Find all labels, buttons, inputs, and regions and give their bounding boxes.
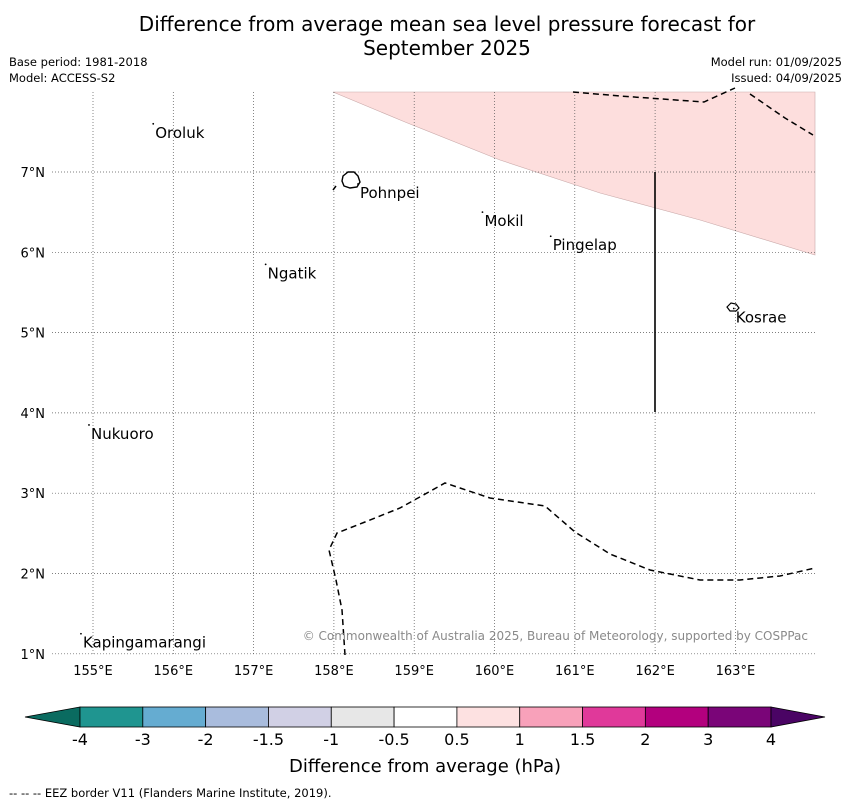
lat-tick-label: 6°N xyxy=(21,246,46,261)
colorbar-tick-label: 4 xyxy=(766,730,776,749)
place-labels: Oroluk Pohnpei Mokil Pingelap Ngatik Kosrae Nu… xyxy=(80,122,787,652)
place-label: Oroluk xyxy=(155,124,204,142)
lat-tick-label: 4°N xyxy=(21,407,46,422)
place-marker xyxy=(732,307,735,310)
place-label: Kosrae xyxy=(736,309,787,327)
colorbar xyxy=(24,706,826,728)
colorbar-title: Difference from average (hPa) xyxy=(289,756,561,777)
lon-tick-label: 159°E xyxy=(394,664,434,679)
title-line-1: Difference from average mean sea level p… xyxy=(138,12,756,36)
eez-borders xyxy=(328,87,816,656)
lon-tick-label: 155°E xyxy=(73,664,113,679)
colorbar-high-extend xyxy=(770,706,826,728)
colorbar-segment xyxy=(707,706,772,728)
eez-border-south xyxy=(328,482,816,656)
model-name: Model: ACCESS-S2 xyxy=(9,71,116,85)
longitude-ticks: 155°E 156°E 157°E 158°E 159°E 160°E 161°E 162°E… xyxy=(73,664,755,679)
metadata-right: Model run: 01/09/2025 Issued: 04/09/2025 xyxy=(711,54,842,86)
positive-anomaly-region xyxy=(332,91,816,256)
issued-date: Issued: 04/09/2025 xyxy=(731,71,842,85)
place-marker xyxy=(88,424,90,426)
colorbar-tick-label: -1 xyxy=(323,730,339,749)
place-label: Nukuoro xyxy=(91,425,154,443)
colorbar-tick-label: 1.5 xyxy=(570,730,595,749)
kosrae-island xyxy=(726,302,740,312)
model-run: Model run: 01/09/2025 xyxy=(710,55,842,69)
colorbar-segment xyxy=(142,706,207,728)
lon-tick-label: 163°E xyxy=(716,664,756,679)
pohnpei-island xyxy=(341,171,361,189)
colorbar-tick-label: 2 xyxy=(640,730,650,749)
colorbar-segment xyxy=(582,706,646,728)
colorbar-tick-label: -3 xyxy=(135,730,151,749)
chart-title: Difference from average mean sea level p… xyxy=(0,12,850,60)
metadata-left: Base period: 1981-2018 Model: ACCESS-S2 xyxy=(9,54,148,86)
eez-border-pohnpei xyxy=(332,185,337,191)
eez-border-north xyxy=(572,87,814,136)
lon-tick-label: 158°E xyxy=(314,664,354,679)
lon-tick-label: 157°E xyxy=(234,664,274,679)
colorbar-segment xyxy=(456,706,521,728)
base-period: Base period: 1981-2018 xyxy=(9,55,148,69)
colorbar-tick-label: 3 xyxy=(703,730,713,749)
place-marker xyxy=(152,122,155,125)
lon-tick-label: 156°E xyxy=(154,664,194,679)
colorbar-tick-label: -4 xyxy=(72,730,88,749)
lon-tick-label: 161°E xyxy=(555,664,595,679)
lon-tick-label: 162°E xyxy=(635,664,675,679)
place-marker xyxy=(264,263,267,266)
colorbar-tick-label: -0.5 xyxy=(378,730,409,749)
place-label: Ngatik xyxy=(268,264,317,282)
colorbar-segment xyxy=(268,706,332,728)
lat-tick-label: 1°N xyxy=(21,648,46,663)
colorbar-segment xyxy=(393,706,458,728)
colorbar-tick-label: -1.5 xyxy=(253,730,284,749)
colorbar-segment xyxy=(205,706,269,728)
place-marker xyxy=(80,632,82,635)
place-label: Pohnpei xyxy=(360,184,420,202)
place-label: Kapingamarangi xyxy=(83,634,206,652)
lon-tick-label: 160°E xyxy=(475,664,515,679)
colorbar-segment xyxy=(79,706,144,728)
colorbar-tick-label: 0.5 xyxy=(444,730,469,749)
lat-tick-label: 3°N xyxy=(21,487,46,502)
footer-note: -- -- -- EEZ border V11 (Flanders Marine… xyxy=(9,786,332,800)
lat-tick-label: 5°N xyxy=(21,327,46,342)
place-label: Pingelap xyxy=(553,236,617,254)
colorbar-segment xyxy=(644,706,709,728)
place-marker xyxy=(481,211,484,214)
colorbar-tick-label: -2 xyxy=(198,730,214,749)
lat-tick-label: 2°N xyxy=(21,568,46,583)
lat-tick-label: 7°N xyxy=(21,166,46,181)
colorbar-segment xyxy=(330,706,395,728)
place-marker xyxy=(357,183,359,185)
colorbar-tick-label: 1 xyxy=(515,730,525,749)
colorbar-labels: -4 -3 -2 -1.5 -1 -0.5 0.5 1 1.5 2 3 4 xyxy=(72,730,776,749)
place-label: Mokil xyxy=(484,212,523,230)
copyright-text: © Commonwealth of Australia 2025, Bureau… xyxy=(303,629,808,643)
colorbar-segment xyxy=(519,706,583,728)
place-marker xyxy=(549,235,552,238)
colorbar-low-extend xyxy=(24,706,81,728)
title-line-2: September 2025 xyxy=(363,36,531,60)
latitude-ticks: 7°N 6°N 5°N 4°N 3°N 2°N 1°N xyxy=(21,166,46,663)
